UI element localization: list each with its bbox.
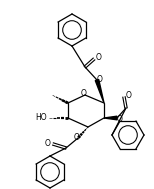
Text: O: O xyxy=(81,90,87,98)
Text: O: O xyxy=(117,115,123,123)
Text: O: O xyxy=(45,139,51,147)
Text: O: O xyxy=(96,53,102,63)
Text: O: O xyxy=(97,74,103,84)
Polygon shape xyxy=(95,80,104,103)
Text: O: O xyxy=(74,132,80,142)
Text: HO: HO xyxy=(35,114,47,122)
Text: O: O xyxy=(126,91,132,101)
Polygon shape xyxy=(104,116,117,120)
